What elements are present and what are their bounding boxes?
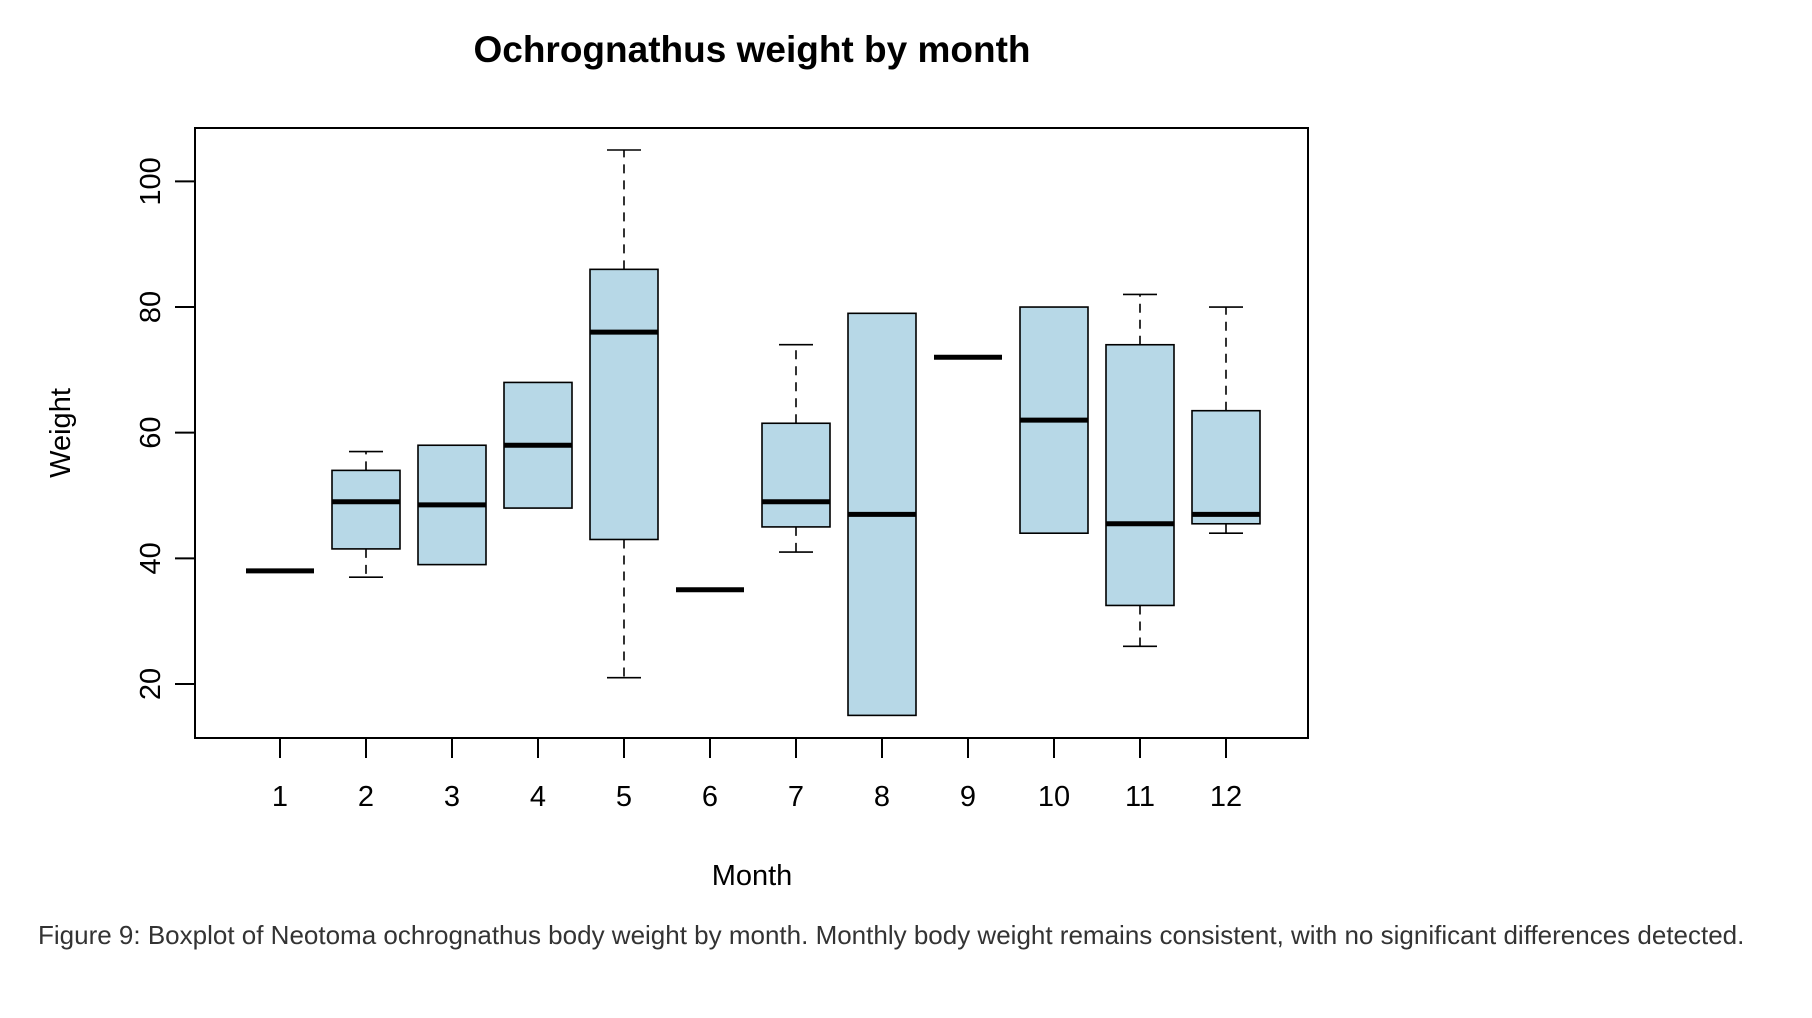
y-tick-label-80: 80 [135,291,167,323]
chart-title: Ochrognathus weight by month [473,29,1030,70]
box-body [1105,343,1175,607]
x-tick-label-9: 9 [960,781,976,813]
y-tick-label-20: 20 [135,668,167,700]
box-month-2 [331,450,401,578]
box-month-8 [847,312,917,717]
x-tick-label-10: 10 [1038,781,1070,813]
x-tick-label-8: 8 [874,781,890,813]
y-tick-label-40: 40 [135,542,167,574]
box-body [761,422,831,528]
y-tick-label-100: 100 [135,157,167,205]
x-tick-label-1: 1 [272,781,288,813]
box-month-7 [761,343,831,553]
x-tick-label-6: 6 [702,781,718,813]
box-month-4 [503,381,573,509]
y-axis-label: Weight [45,388,77,478]
box-month-11 [1105,293,1175,648]
x-axis-label: Month [712,860,793,892]
x-tick-label-5: 5 [616,781,632,813]
y-axis: 20 40 60 80 100 [135,157,196,700]
box-body [331,469,401,550]
boxplot-chart: Ochrognathus weight by month 20 40 60 80 100… [45,29,1309,892]
x-tick-label-11: 11 [1125,781,1155,813]
x-tick-label-2: 2 [358,781,374,813]
boxes-group [246,149,1261,717]
x-tick-label-7: 7 [788,781,804,813]
box-month-12 [1191,306,1261,535]
box-month-10 [1019,306,1089,535]
x-tick-label-3: 3 [444,781,460,813]
x-tick-label-4: 4 [530,781,546,813]
box-body [589,268,659,541]
figure-caption: Figure 9: Boxplot of Neotoma ochrognathu… [38,920,1745,950]
y-tick-label-60: 60 [135,417,167,449]
box-month-5 [589,149,659,679]
box-month-3 [417,444,487,566]
x-axis: 1 2 3 4 5 6 7 8 9 10 11 12 [272,737,1242,813]
x-tick-label-12: 12 [1210,781,1242,813]
box-body [1191,409,1261,525]
